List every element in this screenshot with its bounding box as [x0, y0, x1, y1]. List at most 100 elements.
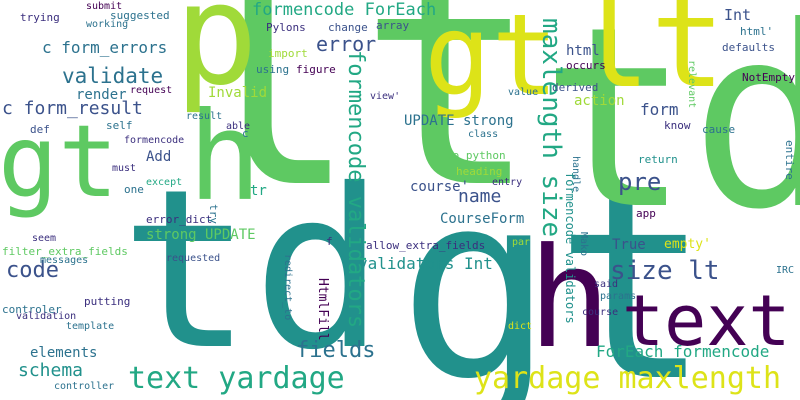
word-entry: entry [492, 177, 523, 188]
word-courseform: CourseForm [440, 211, 525, 227]
word-form: form [640, 100, 679, 119]
word-pre: pre [618, 168, 662, 196]
word-submit: submit [86, 1, 123, 12]
word-render: render [76, 87, 127, 103]
word-occurs: occurs [566, 59, 606, 72]
word-said: said [594, 279, 619, 290]
word-able: able [226, 121, 251, 132]
word-array: array [376, 19, 410, 32]
word-suggested: suggested [110, 9, 170, 22]
word-validators-int: validators Int [358, 254, 493, 273]
word-invalid: Invalid [208, 85, 268, 101]
word-add: Add [146, 149, 172, 165]
word-derived: derived [552, 81, 599, 94]
word-formencode: formencode [124, 135, 185, 146]
word-request: request [130, 85, 173, 96]
word-change: change [328, 21, 368, 34]
word-text-yardage: text yardage [128, 361, 345, 396]
word-gt-top: gt [424, 0, 559, 121]
word-strong-update: strong UPDATE [146, 227, 256, 243]
word-htmlfill: HtmlFill [315, 278, 330, 341]
word-html-quote: html' [740, 25, 774, 38]
word-using: using [256, 63, 290, 76]
word-handle: handle [570, 156, 581, 193]
word-return: return [638, 153, 678, 166]
word-h-dark: h [528, 218, 612, 379]
word-try: try [207, 204, 220, 224]
word-seem: seem [32, 233, 57, 244]
word-true: True [612, 237, 646, 253]
word-irc: IRC [776, 265, 795, 276]
word-name: name [458, 186, 502, 207]
word-text: text [622, 280, 791, 362]
word-update-strong: UPDATE strong [404, 113, 514, 129]
word-p: p [174, 0, 259, 117]
word-controler: controler [2, 303, 62, 316]
word-formencode-validators-2: formencode validators [563, 172, 577, 324]
word-pylons: Pylons [266, 21, 306, 34]
word-h-mid: h [188, 86, 262, 228]
word-requested: requested [166, 253, 221, 264]
word-relevant: relevant [686, 60, 697, 109]
word-td-right: td [540, 0, 800, 264]
word-controller: controller [54, 381, 115, 392]
word-class: class [468, 129, 499, 140]
word-must: must [112, 163, 137, 174]
word-trying: trying [20, 11, 60, 24]
word-defaults: defaults [722, 41, 775, 54]
word-int: Int [724, 6, 752, 24]
word-foreach-formencode: ForEach formencode [596, 342, 770, 361]
word-tr: tr [250, 183, 267, 199]
word-params: params [600, 291, 637, 302]
word-allow-extra-fields: allow_extra_fields [366, 239, 486, 252]
word-except: except [146, 177, 183, 188]
word-app: app [636, 207, 656, 220]
word-to-python: to_python [446, 149, 506, 162]
word-mako: Mako [578, 232, 589, 257]
word-self: self [106, 119, 133, 132]
word-messages: messages [40, 255, 89, 266]
word-one: one [124, 183, 144, 196]
word-c-form-result: c form_result [2, 98, 143, 119]
word-error-dict: error_dict [146, 213, 213, 226]
word-elements: elements [30, 345, 98, 361]
word-c-form-errors: c form_errors [42, 38, 168, 57]
word-course: course [582, 307, 619, 318]
word-gt-left: gt [0, 103, 119, 220]
word-putting: putting [84, 295, 131, 308]
word-validate: validate [62, 64, 164, 88]
word-error: error [316, 32, 377, 56]
word-value: value [508, 87, 539, 98]
word-gt-large: gt [398, 137, 712, 400]
word-f: f [326, 235, 333, 248]
word-working: working [86, 19, 129, 30]
word-figure: figure [296, 63, 336, 76]
word-view-quote: view' [370, 91, 401, 102]
word-import: import [268, 47, 308, 60]
word-dict: dict [508, 321, 533, 332]
word-html: html [566, 43, 600, 59]
word-par: par [512, 237, 531, 248]
word-redirect-to: redirect_to [282, 254, 293, 321]
word-cause: cause [702, 123, 736, 136]
word-size-lt: size lt [610, 256, 720, 286]
word-yardage-maxlength: yardage maxlength [474, 361, 782, 396]
word-c: c [242, 127, 249, 140]
word-td-large: td [120, 142, 385, 398]
word-formencode-validators-1: formencode validators [343, 50, 368, 329]
word-course-quote: course' [410, 179, 470, 195]
word-validation: validation [16, 311, 77, 322]
word-lt-top: lt [576, 0, 726, 116]
word-schema: schema [18, 360, 84, 381]
word-code: code [6, 258, 59, 283]
word-know: know [664, 119, 691, 132]
word-action: action [574, 93, 625, 109]
word-filter-extra-fields: filter_extra_fields [2, 245, 128, 258]
word-formencode-foreach: formencode ForEach [252, 0, 437, 20]
word-result: result [186, 111, 223, 122]
word-template: template [66, 321, 115, 332]
word-empty-quote: empty' [664, 237, 711, 252]
word-heading: heading [456, 165, 503, 178]
word-def: def [30, 123, 50, 136]
